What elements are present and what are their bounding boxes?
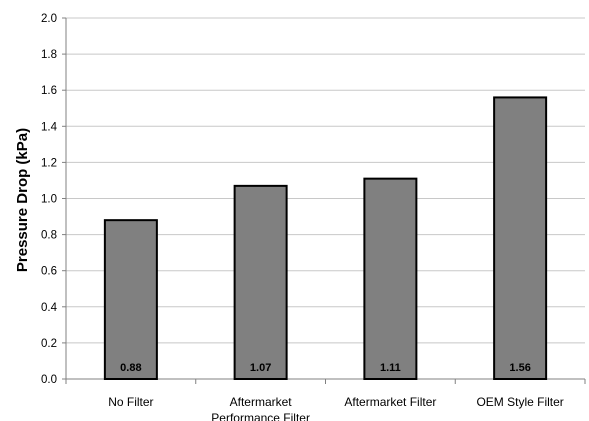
bar bbox=[493, 96, 548, 380]
labels: 0.0 0.2 0.4 0.6 0.8 1.0 1.2 1.4 1.6 1.8 2.0 0.88 No … bbox=[41, 13, 564, 421]
x-tick-label: OEM Style Filter bbox=[476, 395, 563, 409]
y-tick-label: 0.8 bbox=[41, 230, 57, 242]
bars bbox=[103, 96, 548, 380]
data-label: 1.56 bbox=[509, 362, 530, 374]
bar bbox=[103, 219, 158, 380]
y-tick-label: 0.0 bbox=[41, 374, 57, 386]
data-label: 1.07 bbox=[250, 362, 271, 374]
data-label: 0.88 bbox=[120, 362, 141, 374]
y-tick-label: 1.6 bbox=[41, 85, 57, 97]
x-tick-label: Aftermarket Filter bbox=[344, 395, 436, 409]
y-tick-label: 1.0 bbox=[41, 194, 57, 206]
y-tick-label: 1.8 bbox=[41, 49, 57, 61]
y-tick-label: 0.6 bbox=[41, 266, 57, 278]
bar bbox=[363, 177, 418, 380]
y-tick-label: 2.0 bbox=[41, 13, 57, 25]
data-label: 1.11 bbox=[380, 362, 401, 374]
y-axis-title: Pressure Drop (kPa) bbox=[14, 128, 31, 272]
x-tick-label: No Filter bbox=[108, 395, 153, 409]
y-tick-label: 0.2 bbox=[41, 338, 57, 350]
y-tick-label: 1.2 bbox=[41, 157, 57, 169]
x-tick-label: Aftermarket bbox=[230, 395, 293, 409]
x-tick-label: Performance Filter bbox=[211, 411, 310, 421]
y-tick-label: 0.4 bbox=[41, 302, 58, 314]
bar bbox=[233, 184, 288, 380]
y-tick-label: 1.4 bbox=[41, 121, 58, 133]
